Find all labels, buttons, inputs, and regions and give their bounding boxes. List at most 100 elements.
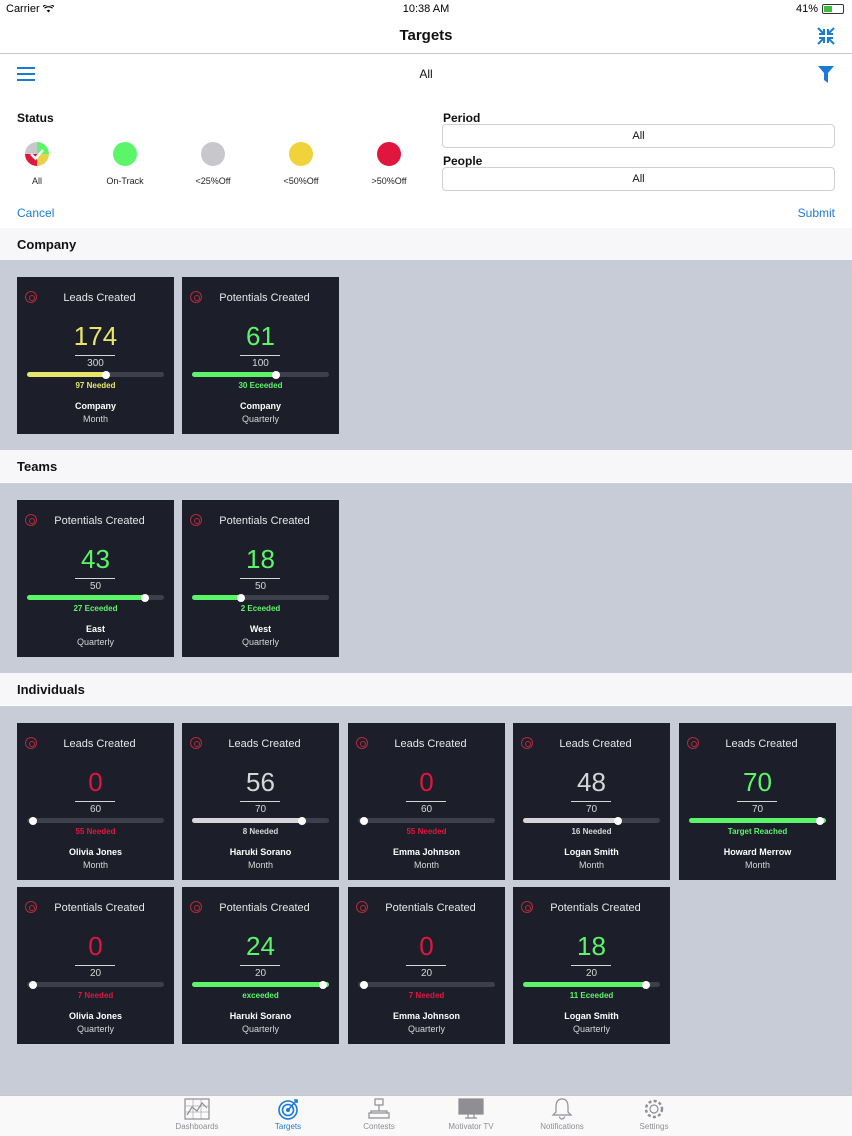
tab-contests[interactable]: Contests — [339, 1098, 419, 1131]
status-dot-gray — [201, 142, 225, 166]
period-label: Month — [82, 860, 108, 870]
owner-name: Emma Johnson — [392, 847, 460, 857]
period-label: Quarterly — [76, 1024, 114, 1034]
target-value: 20 — [254, 968, 267, 979]
value-divider — [571, 801, 611, 802]
progress-bar — [523, 980, 660, 989]
metric-name: Potentials Created — [54, 902, 145, 914]
target-card[interactable]: Potentials Created 43 50 27 Eceeded East Quar… — [17, 500, 174, 657]
metric-name: Potentials Created — [550, 902, 641, 914]
target-card[interactable]: Potentials Created 61 100 30 Eceeded Company… — [182, 277, 339, 434]
status-option-label: All — [31, 176, 42, 186]
metric-name: Potentials Created — [54, 515, 145, 527]
current-value: 0 — [419, 767, 434, 797]
target-card[interactable]: Leads Created 0 60 55 Needed Emma Johnson Mon… — [348, 723, 505, 880]
submit-button[interactable]: Submit — [797, 206, 835, 220]
progress-note: Target Reached — [727, 827, 788, 836]
navigation-bar: Targets — [0, 18, 852, 54]
target-value: 300 — [87, 358, 104, 369]
tab-targets[interactable]: Targets — [248, 1098, 328, 1131]
progress-bar — [27, 980, 164, 989]
progress-bar — [192, 370, 329, 379]
value-divider — [75, 965, 115, 966]
progress-note: 11 Eceeded — [569, 991, 614, 1000]
target-card[interactable]: Potentials Created 18 20 11 Eceeded Logan Sm… — [513, 887, 670, 1044]
current-value: 70 — [743, 767, 772, 797]
tab-dashboards[interactable]: Dashboards — [157, 1098, 237, 1131]
metric-name: Potentials Created — [219, 292, 310, 304]
owner-name: Olivia Jones — [68, 847, 123, 857]
target-card[interactable]: Potentials Created 18 50 2 Eceeded West Quart… — [182, 500, 339, 657]
target-card[interactable]: Leads Created 174 300 97 Needed Company Month — [17, 277, 174, 434]
status-option-gt50-off[interactable]: >50%Off — [349, 142, 429, 186]
owner-name: Olivia Jones — [68, 1011, 123, 1021]
tab-notifications[interactable]: Notifications — [522, 1098, 602, 1131]
status-option-lt50-off[interactable]: <50%Off — [261, 142, 341, 186]
tab-bar: Dashboards Targets Contests Motivator TV… — [0, 1095, 852, 1136]
progress-knob — [360, 816, 368, 825]
progress-note: 55 Needed — [406, 827, 447, 836]
period-label: Quarterly — [241, 414, 279, 424]
status-bar: Carrier 10:38 AM 41% — [0, 0, 852, 18]
target-card[interactable]: Potentials Created 0 20 7 Needed Olivia Jone… — [17, 887, 174, 1044]
progress-knob — [29, 816, 37, 825]
status-option-on-track[interactable]: On-Track — [85, 142, 165, 186]
progress-knob — [29, 980, 37, 989]
progress-note: 30 Eceeded — [238, 381, 283, 390]
target-icon — [687, 737, 699, 749]
progress-bar — [27, 370, 164, 379]
filter-icon[interactable] — [818, 66, 834, 84]
cancel-button[interactable]: Cancel — [17, 206, 55, 220]
target-card[interactable]: Leads Created 48 70 16 Needed Logan Smith Mon… — [513, 723, 670, 880]
progress-fill — [192, 982, 329, 987]
tab-settings[interactable]: Settings — [614, 1098, 694, 1131]
target-icon — [25, 291, 37, 303]
target-icon — [190, 901, 202, 913]
progress-fill — [523, 818, 618, 823]
trophy-icon — [368, 1098, 390, 1119]
target-card[interactable]: Leads Created 0 60 55 Needed Olivia Jones Mon… — [17, 723, 174, 880]
target-value: 60 — [420, 804, 433, 815]
progress-knob — [297, 816, 306, 825]
wifi-icon — [42, 3, 55, 13]
owner-name: Logan Smith — [564, 1011, 619, 1021]
metric-name: Potentials Created — [385, 902, 476, 914]
period-select[interactable]: All — [442, 124, 835, 148]
owner-name: Company — [74, 401, 116, 411]
target-card[interactable]: Leads Created 56 70 8 Needed Haruki Sorano Mo… — [182, 723, 339, 880]
target-card[interactable]: Leads Created 70 70 Target Reached Howard Me… — [679, 723, 836, 880]
progress-bar — [192, 980, 329, 989]
progress-note: 2 Eceeded — [240, 604, 281, 613]
owner-name: Haruki Sorano — [229, 847, 292, 857]
section-header-company: Company — [0, 228, 852, 260]
target-icon — [25, 737, 37, 749]
target-card[interactable]: Potentials Created 0 20 7 Needed Emma Johnso… — [348, 887, 505, 1044]
section-header-individuals: Individuals — [0, 673, 852, 705]
individuals-targets-area: Leads Created 0 60 55 Needed Olivia Jones Mon… — [0, 706, 852, 1095]
value-divider — [240, 801, 280, 802]
owner-name: Howard Merrow — [723, 847, 792, 857]
bell-icon — [551, 1098, 573, 1120]
period-label: Quarterly — [241, 1024, 279, 1034]
people-select[interactable]: All — [442, 167, 835, 191]
collapse-icon[interactable] — [816, 26, 836, 46]
period-label: Month — [744, 860, 770, 870]
status-option-all[interactable]: All — [0, 142, 77, 186]
status-option-lt25-off[interactable]: <25%Off — [173, 142, 253, 186]
value-divider — [737, 801, 777, 802]
menu-icon[interactable] — [17, 67, 35, 81]
target-card[interactable]: Potentials Created 24 20 exceeded Haruki Sor… — [182, 887, 339, 1044]
period-label: Month — [247, 860, 273, 870]
metric-name: Leads Created — [559, 738, 632, 750]
progress-note: 8 Needed — [242, 827, 279, 836]
owner-name: Emma Johnson — [392, 1011, 460, 1021]
tab-motivator-tv[interactable]: Motivator TV — [431, 1098, 511, 1131]
target-value: 60 — [89, 804, 102, 815]
owner-name: West — [249, 624, 272, 634]
progress-bar — [523, 816, 660, 825]
progress-knob — [140, 593, 149, 602]
monitor-icon — [458, 1098, 484, 1119]
progress-note: 16 Needed — [571, 827, 612, 836]
progress-bar — [358, 816, 495, 825]
period-label: Month — [578, 860, 604, 870]
